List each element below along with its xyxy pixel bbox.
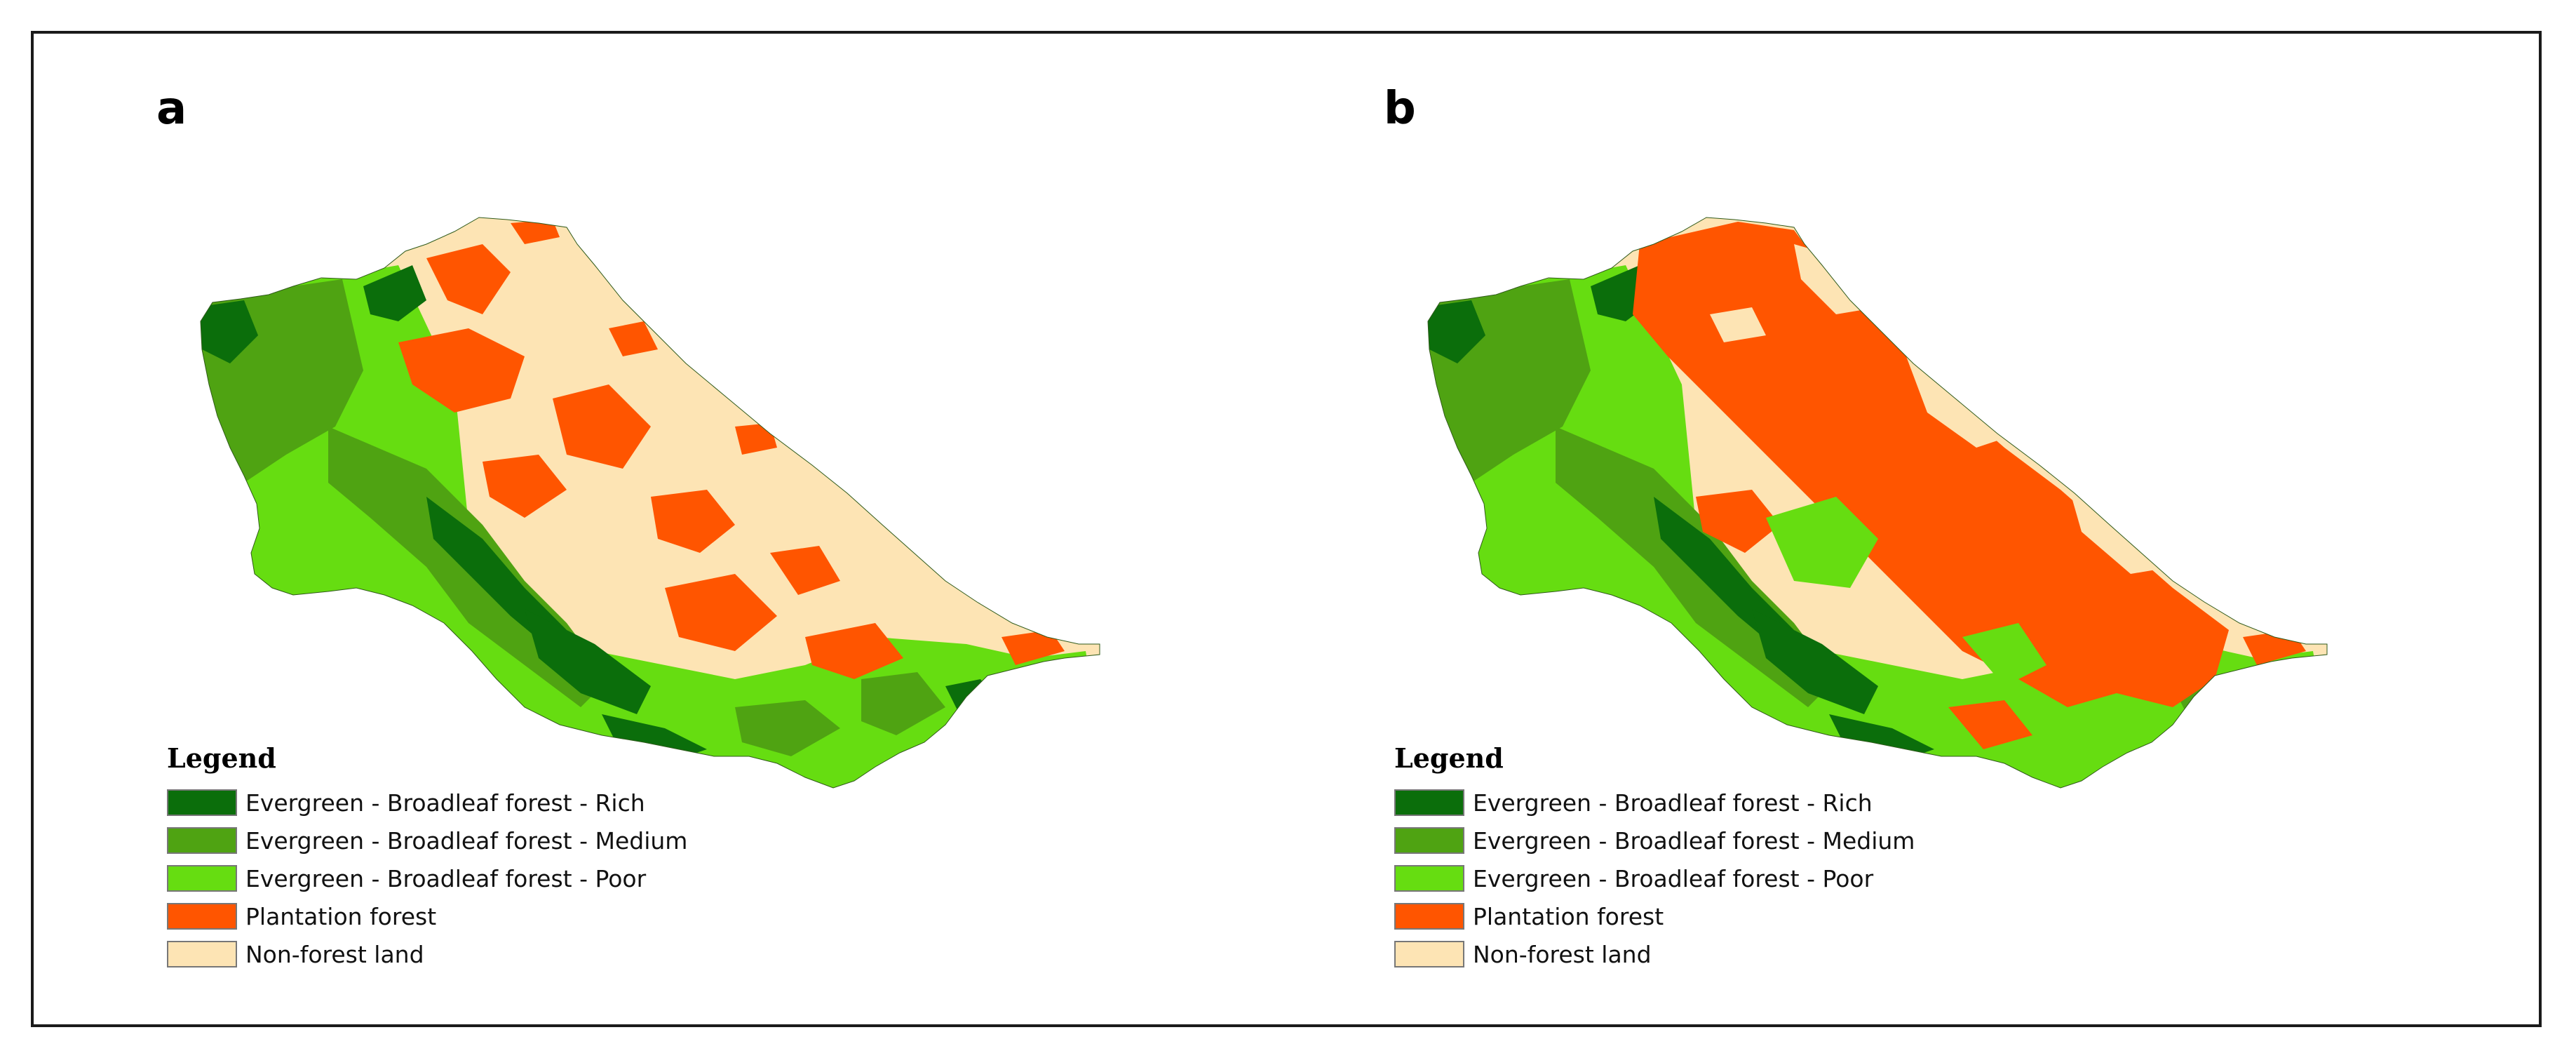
panel-label-b: b	[1384, 83, 1416, 135]
legend-item-plantation: Plantation forest	[1394, 897, 1915, 935]
legend-swatch	[167, 827, 237, 854]
map-b	[1427, 217, 2328, 789]
legend-label: Non-forest land	[1473, 940, 1652, 968]
legend-label: Evergreen - Broadleaf forest - Rich	[1473, 789, 1873, 817]
legend-item-rich: Evergreen - Broadleaf forest - Rich	[167, 784, 687, 822]
map-a	[200, 217, 1100, 789]
legend-a: Legend Evergreen - Broadleaf forest - Ri…	[167, 742, 687, 973]
legend-swatch	[1394, 827, 1464, 854]
legend-item-poor: Evergreen - Broadleaf forest - Poor	[1394, 859, 1915, 897]
legend-item-nonforest: Non-forest land	[167, 935, 687, 973]
legend-item-medium: Evergreen - Broadleaf forest - Medium	[167, 822, 687, 859]
legend-swatch	[167, 789, 237, 816]
legend-swatch	[1394, 789, 1464, 816]
legend-swatch	[1394, 903, 1464, 930]
legend-swatch	[167, 941, 237, 967]
legend-swatch	[1394, 865, 1464, 892]
legend-swatch	[1394, 941, 1464, 967]
legend-swatch	[167, 865, 237, 892]
legend-item-rich: Evergreen - Broadleaf forest - Rich	[1394, 784, 1915, 822]
legend-label: Evergreen - Broadleaf forest - Medium	[245, 826, 688, 855]
figure-frame: a Legend Evergreen - Broadleaf forest - …	[31, 31, 2542, 1027]
legend-item-medium: Evergreen - Broadleaf forest - Medium	[1394, 822, 1915, 859]
legend-title: Legend	[1394, 742, 1504, 774]
legend-label: Plantation forest	[245, 902, 437, 930]
legend-label: Plantation forest	[1473, 902, 1664, 930]
panel-b: b Legend Evergreen - Broadleaf forest - …	[1261, 34, 2488, 1024]
legend-item-poor: Evergreen - Broadleaf forest - Poor	[167, 859, 687, 897]
legend-title: Legend	[167, 742, 276, 774]
legend-label: Evergreen - Broadleaf forest - Poor	[245, 864, 647, 892]
legend-b: Legend Evergreen - Broadleaf forest - Ri…	[1394, 742, 1915, 973]
panel-a: a Legend Evergreen - Broadleaf forest - …	[34, 34, 1261, 1024]
legend-label: Evergreen - Broadleaf forest - Medium	[1473, 826, 1915, 855]
legend-label: Non-forest land	[245, 940, 424, 968]
legend-swatch	[167, 903, 237, 930]
panel-label-a: a	[156, 83, 187, 135]
legend-label: Evergreen - Broadleaf forest - Rich	[245, 789, 645, 817]
legend-label: Evergreen - Broadleaf forest - Poor	[1473, 864, 1874, 892]
legend-item-nonforest: Non-forest land	[1394, 935, 1915, 973]
legend-item-plantation: Plantation forest	[167, 897, 687, 935]
